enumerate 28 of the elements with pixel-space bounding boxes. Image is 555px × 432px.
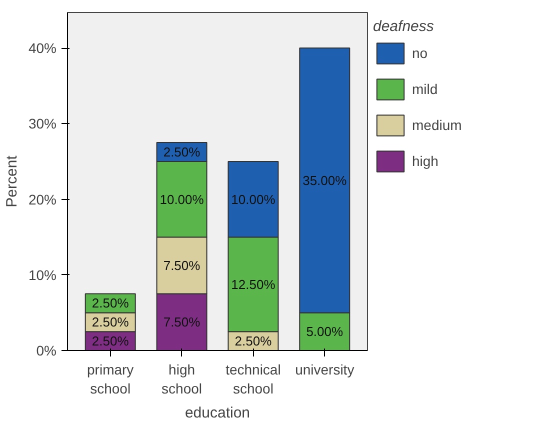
x-axis-title: education [184, 404, 250, 422]
legend-label: mild [412, 81, 438, 97]
x-tick-label: high school [162, 362, 202, 397]
legend-label: no [412, 45, 429, 61]
x-tick-label: technical school [226, 362, 281, 397]
x-tick-label: university [295, 362, 354, 378]
data-label: 5.00% [306, 324, 344, 340]
y-tick-label: 10% [28, 266, 57, 283]
y-tick-label: 30% [28, 116, 57, 132]
legend-label: high [412, 153, 438, 169]
data-label: 12.50% [231, 276, 276, 292]
legend-title: deafness [373, 18, 435, 35]
data-label: 2.50% [234, 334, 272, 349]
y-tick-label: 40% [28, 40, 57, 56]
data-label: 2.50% [163, 144, 201, 160]
data-label: 10.00% [160, 192, 204, 207]
x-tick-label: primary school [87, 362, 134, 397]
legend-label: medium [412, 117, 462, 133]
data-label: 7.50% [163, 314, 201, 330]
data-label: 2.50% [92, 314, 130, 330]
y-tick-label: 0% [36, 342, 56, 358]
data-label: 35.00% [302, 172, 348, 188]
data-label: 2.50% [92, 334, 130, 349]
y-tick-label: 20% [28, 191, 57, 208]
data-label: 10.00% [231, 192, 276, 207]
data-label: 2.50% [92, 296, 130, 311]
y-axis-title: Percent [3, 154, 20, 208]
data-label: 7.50% [163, 258, 201, 273]
